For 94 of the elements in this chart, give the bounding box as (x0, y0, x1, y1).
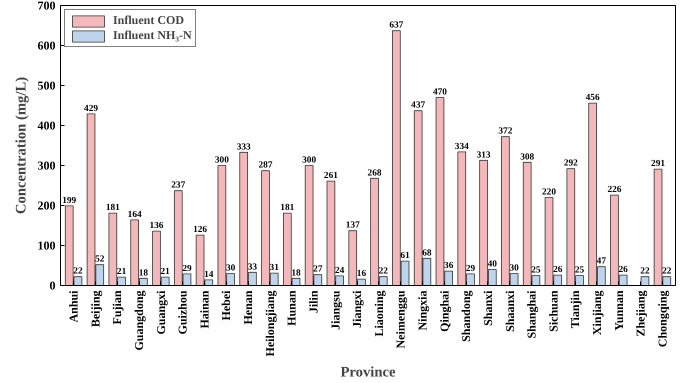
data-label: 268 (368, 168, 382, 178)
y-tick-label: 300 (38, 158, 56, 172)
data-label: 29 (182, 264, 192, 274)
x-tick-label: Fujian (110, 290, 124, 325)
data-label: 29 (466, 264, 476, 274)
x-tick-label: Jiangxi (350, 290, 364, 328)
data-label: 14 (204, 270, 214, 280)
data-label: 16 (356, 269, 366, 280)
x-tick-label: Chongqing (655, 290, 670, 348)
x-tick-label: Guizhou (176, 290, 190, 335)
x-tick-label: Sichuan (546, 290, 560, 332)
data-label: 24 (334, 266, 345, 276)
x-tick-label: Hunan (284, 290, 299, 326)
data-label: 61 (400, 251, 410, 262)
y-tick-label: 400 (38, 118, 56, 132)
data-label: 25 (531, 266, 541, 276)
x-tick-label: Guangdong (132, 290, 146, 351)
y-tick-label: 600 (38, 38, 56, 52)
x-tick-label: Yunnan (612, 290, 626, 331)
x-tick-label: Shanxi (480, 290, 495, 326)
data-label: 287 (258, 160, 273, 171)
x-tick-label: Anhui (66, 290, 81, 323)
data-label: 22 (662, 266, 672, 277)
data-label: 291 (651, 159, 666, 170)
y-axis-title: Concentration (mg/L) (14, 76, 30, 214)
data-label: 220 (542, 188, 556, 198)
data-label: 126 (193, 225, 208, 236)
data-label: 226 (607, 185, 622, 196)
x-tick-label: Shaanxi (502, 290, 517, 332)
x-tick-label: Ningxia (416, 290, 430, 331)
data-label: 300 (302, 156, 316, 166)
legend-label: Influent NH₃-N (113, 28, 192, 43)
data-label: 637 (389, 20, 404, 31)
data-label: 372 (498, 126, 513, 137)
data-label: 33 (248, 262, 258, 272)
x-tick-label: Beijing (88, 290, 102, 328)
x-tick-label: Heilongjiang (262, 290, 277, 357)
data-label: 470 (432, 88, 448, 98)
x-tick-label: Jiangsu (328, 290, 342, 330)
data-label: 21 (160, 267, 170, 278)
y-tick-label: 200 (38, 198, 56, 212)
data-label: 333 (236, 142, 252, 152)
data-label: 25 (574, 266, 585, 276)
x-tick-label: Jilin (306, 290, 320, 314)
legend-label: Influent COD (113, 13, 184, 28)
data-label: 31 (270, 263, 280, 274)
x-tick-label: Qinghai (437, 290, 452, 332)
data-label: 26 (618, 265, 628, 276)
x-tick-label: Zhejiang (634, 290, 648, 337)
data-label: 334 (454, 142, 470, 152)
data-label: 313 (476, 150, 491, 160)
data-label: 437 (411, 100, 426, 111)
data-label: 30 (226, 264, 236, 274)
bar (640, 276, 650, 286)
x-tick-label: Henan (241, 290, 256, 325)
data-label: 456 (586, 93, 600, 104)
x-tick-label: Guangxi (154, 290, 168, 335)
x-tick-label: Liaoning (372, 290, 386, 337)
x-tick-label: Neimenggu (394, 290, 408, 348)
x-axis-title: Province (340, 364, 396, 381)
data-label: 68 (422, 248, 432, 258)
data-label: 52 (95, 254, 105, 265)
data-label: 22 (640, 266, 650, 277)
x-tick-label: Hebei (219, 290, 234, 320)
data-label: 292 (564, 158, 578, 169)
data-label: 237 (171, 180, 186, 191)
data-label: 164 (128, 210, 142, 220)
data-label: 136 (149, 221, 164, 232)
y-tick-label: 700 (38, 0, 56, 12)
x-tick-label: Xinjiang (590, 290, 604, 336)
data-label: 181 (280, 203, 295, 214)
data-label: 308 (520, 152, 535, 162)
x-tick-label: Tianjin (568, 290, 582, 328)
data-label: 36 (444, 261, 454, 272)
data-label: 199 (62, 196, 77, 206)
y-tick-label: 0 (50, 278, 56, 292)
y-tick-label: 500 (38, 78, 56, 92)
x-tick-label: Shandong (459, 290, 474, 342)
data-label: 27 (313, 264, 323, 275)
data-label: 429 (84, 104, 98, 114)
data-label: 261 (324, 171, 338, 182)
y-tick-label: 100 (38, 238, 56, 252)
data-label: 21 (116, 267, 127, 278)
data-label: 30 (509, 264, 520, 274)
data-label: 300 (214, 156, 230, 166)
data-label: 137 (346, 220, 360, 231)
data-label: 18 (291, 268, 302, 278)
x-tick-label: Hainan (197, 290, 212, 329)
data-label: 22 (73, 266, 83, 277)
x-tick-label: Shanghai (524, 290, 539, 339)
data-label: 26 (553, 265, 563, 276)
data-label: 181 (106, 203, 120, 214)
data-label: 18 (138, 268, 148, 278)
data-label: 22 (378, 266, 388, 277)
